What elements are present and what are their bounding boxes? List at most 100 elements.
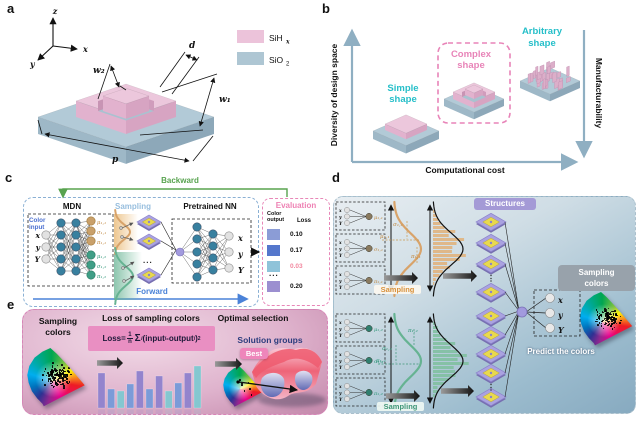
arbitrary-shape-label-2: shape [528,38,556,49]
svg-text:y: y [338,359,342,364]
x-axis-label: Computational cost [425,165,505,175]
color-output-swatch [267,280,280,292]
coordinate-axes [37,17,78,61]
svg-text:x: x [338,385,342,390]
best-to-surface-arrow [238,381,299,394]
annot-pi12: π₁,₂ [407,328,418,334]
annot-mu11: μ₁,₁ [380,234,390,240]
right-axis-label: Manufacturability [594,57,604,129]
sampling-colors-d-1: Sampling [578,268,615,277]
evaluation-rows: 0.10 0.17 0.03... 0.20 [263,228,329,292]
material-legend: SiH x SiO 2 [237,30,290,68]
pretrained-nn-dashed-box [171,218,252,284]
sampling-colors-gamut-e [24,348,90,408]
panel-a-label: a [7,1,15,16]
predict-colors-label: Predict the colors [527,347,595,356]
distribution-curves-and-histograms [393,200,469,410]
param-pi12: π₁,₂ [96,274,106,280]
annot-pi11: π₁,₁ [410,254,421,260]
svg-text:σ₁,₂: σ₁,₂ [374,359,383,365]
formula-t2: -output [166,334,194,343]
formula-t3: ) [195,334,198,343]
evaluation-row: 0.20 [267,280,329,292]
color-output-swatch [267,228,280,240]
panel-d-label: d [332,170,340,185]
svg-text:x: x [338,241,342,246]
simple-shape-label-2: shape [389,94,417,105]
complex-shape-highlight-box [437,42,511,124]
dim-p-label: p [112,155,119,165]
sio2-sub: 2 [286,62,290,68]
nn-output-Y: Y [238,265,245,275]
sampling-colors-gamut-d [577,292,637,347]
svg-text:y: y [338,279,342,284]
svg-text:π₁,₂: π₁,₂ [373,391,383,397]
mdn-title: MDN [62,202,82,211]
backward-label: Backward [161,176,199,185]
dimension-annotations [37,51,218,163]
mdn-parameter-boxes: xyYμ₁,₁xyYσ₁,₁xyYπ₁,₁xyYμ₁,₂xyYσ₁,₂xyYπ₁… [335,201,386,407]
best-badge: Best [240,348,268,359]
sampling-colors-e-1: Sampling [38,316,78,326]
optimal-selection-title: Optimal selection [217,313,289,323]
mdn-dashed-box [27,213,114,287]
evaluation-title: Evaluation [275,201,317,210]
loss-value: 0.17 [290,246,303,254]
evaluation-ellipsis: ... [269,268,279,278]
sampling-label-orange: Sampling [374,285,421,294]
color-output-header-1: Color [267,211,282,217]
evaluation-panel: Evaluation Color output Loss 0.10 0.17 0.0… [262,198,330,306]
pred-y: y [557,310,564,320]
param-pi11: π₁,₁ [96,240,106,246]
loss-value: 0.20 [290,282,303,290]
formula-sum: Σ [134,333,141,344]
color-input-line2: input [29,224,45,231]
candidate-structures [475,212,507,408]
range-arrows [387,204,434,404]
param-sigma11: σ₁,₁ [97,230,106,236]
sio2-label: SiO [269,55,284,65]
mdn-input-Y: Y [35,255,41,264]
process-arrows-d [384,270,477,402]
panel-e-label: e [7,297,15,312]
mdn-network [41,216,96,280]
svg-text:x: x [338,209,342,214]
annot-sigma11: σ₁,₁ [393,222,403,228]
annot-mu12: μ₁,₂ [376,358,386,364]
sampling-title-c: Sampling [114,202,151,211]
svg-text:y: y [338,327,342,332]
solution-groups-label: Solution groups [237,335,303,345]
sampling-colors-e-2: colors [45,327,71,337]
complex-shape-label-2: shape [457,60,485,71]
mdn-input-x: x [35,231,41,240]
convergence-lines [504,221,520,398]
best-point-marker [236,380,240,384]
mdn-input-y: y [35,243,41,252]
formula-sum-sub: i [141,335,143,342]
structures-ellipsis-bottom: ⋮ [487,383,495,392]
axis-y-label: y [29,59,36,69]
formula-s1: i [164,335,167,342]
svg-text:Y: Y [339,397,343,403]
formula-s2: i [193,335,196,342]
y-axis-label: Diversity of design space [329,43,339,147]
structures-ellipsis-top: ⋮ [487,274,495,283]
simple-shape-label-1: Simple [387,83,419,94]
svg-text:Y: Y [339,285,343,291]
panel-c-label: c [5,170,13,185]
loss-header: Loss [297,217,312,224]
unit-cell-3d-structure [37,83,215,164]
loss-title: Loss of sampling colors [102,313,200,323]
pretrained-nn-title: Pretrained NN [183,202,237,211]
svg-text:μ₁,₁: μ₁,₁ [374,215,383,221]
svg-text:σ₁,₁: σ₁,₁ [374,247,383,253]
sio2-swatch [237,52,264,65]
sampling-colors-d-2: colors [584,279,609,288]
evaluation-row: 0.17 [267,244,329,256]
backward-arrow [58,188,288,199]
sihx-label: SiH [269,33,283,43]
structures-ellipsis-c: ... [143,256,153,265]
svg-text:y: y [338,247,342,252]
